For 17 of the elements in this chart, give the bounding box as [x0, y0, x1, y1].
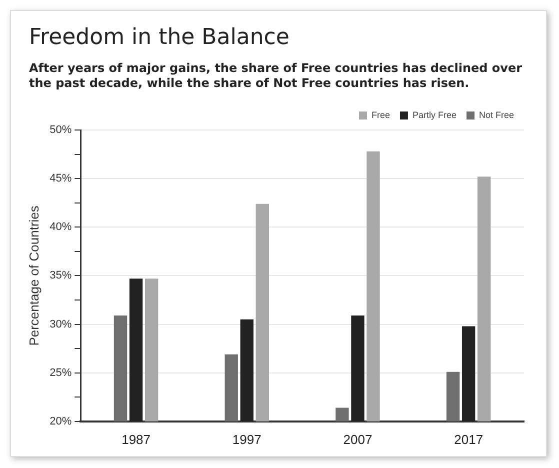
x-tick-label: 1997 [232, 432, 262, 447]
y-tick-label: 30% [50, 318, 72, 330]
y-tick-label: 25% [50, 366, 72, 379]
x-tick-label: 1987 [122, 432, 150, 447]
y-tick-label: 40% [50, 221, 72, 234]
chart-title: Freedom in the Balance [29, 25, 290, 50]
y-tick-label: 50% [50, 124, 72, 136]
legend-label: Partly Free [412, 110, 456, 120]
chart-subtitle: After years of major gains, the share of Free countries has declined over the past decade, while the share of Not Free countries has risen. [29, 61, 524, 91]
y-tick-label: 35% [50, 270, 72, 282]
y-tick-label: 20% [50, 415, 72, 428]
x-tick-label: 2017 [454, 432, 484, 447]
y-tick-label: 45% [50, 172, 72, 185]
x-tick-label: 2007 [343, 432, 372, 447]
y-axis-title: Percentage of Countries [26, 205, 42, 346]
legend-label: Not Free [478, 110, 514, 120]
legend-label: Free [371, 110, 390, 120]
